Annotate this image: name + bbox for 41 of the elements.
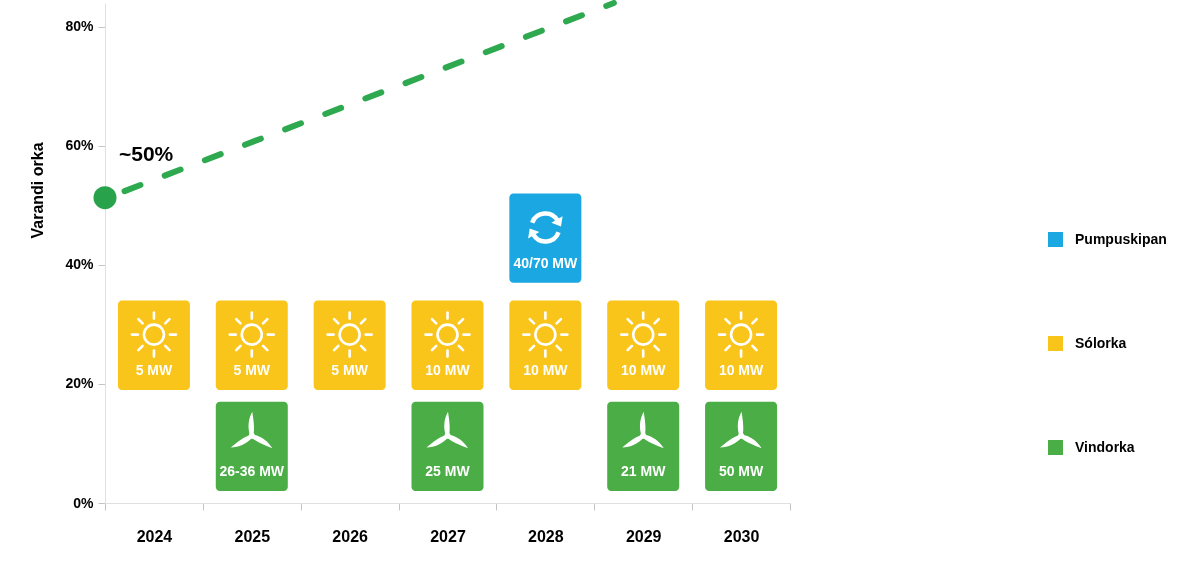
annotation: 25 MW xyxy=(425,463,471,480)
bar xyxy=(411,300,484,390)
x-tick-label: 2025 xyxy=(234,527,271,545)
annotation: 5 MW xyxy=(233,361,271,378)
annotation: 10 MW xyxy=(425,361,471,378)
annotation: 40/70 MW xyxy=(513,254,579,271)
bar xyxy=(705,300,778,390)
annotation: 26-36 MW xyxy=(219,463,285,480)
annotation: 50 MW xyxy=(718,463,765,480)
y-tick-label: 80% xyxy=(65,18,95,35)
bar xyxy=(313,300,386,390)
legend-label: Vindorka xyxy=(1075,438,1135,455)
bar xyxy=(607,401,680,492)
annotation: 10 MW xyxy=(621,361,667,378)
annotation: 5 MW xyxy=(331,361,369,378)
x-tick-label: 2028 xyxy=(528,527,564,545)
x-tick-label: 2026 xyxy=(332,527,369,545)
x-tick-label: 2027 xyxy=(430,527,466,545)
bar xyxy=(215,300,288,390)
annotation: 5 MW xyxy=(135,361,173,378)
y-tick-label: 60% xyxy=(65,137,95,154)
bar xyxy=(705,401,778,492)
annotation: ~50% xyxy=(119,141,174,165)
y-tick-label: 0% xyxy=(73,494,95,511)
annotation: 10 MW xyxy=(523,361,569,378)
bar xyxy=(509,300,582,390)
y-axis-title: Varandi orka xyxy=(28,142,46,239)
annotation: 10 MW xyxy=(718,361,765,378)
bar xyxy=(117,300,190,390)
annotation: 21 MW xyxy=(621,463,667,480)
y-tick-label: 20% xyxy=(65,375,95,392)
bar xyxy=(411,401,484,492)
bar xyxy=(509,193,582,283)
legend-label: Pumpuskipan xyxy=(1075,230,1167,247)
x-tick-label: 2024 xyxy=(136,527,173,545)
bar xyxy=(215,401,288,492)
bar xyxy=(607,300,680,390)
legend-label: Sólorka xyxy=(1075,334,1127,351)
x-tick-label: 2029 xyxy=(625,527,662,545)
y-tick-label: 40% xyxy=(65,256,95,273)
x-tick-label: 2030 xyxy=(723,527,760,545)
